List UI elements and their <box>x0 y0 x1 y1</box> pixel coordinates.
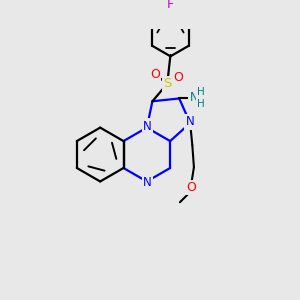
Text: F: F <box>167 0 174 11</box>
Text: N: N <box>186 115 194 128</box>
Text: H: H <box>197 87 205 97</box>
Text: O: O <box>150 68 160 81</box>
Text: N: N <box>190 91 198 103</box>
Text: N: N <box>143 176 152 189</box>
Text: S: S <box>163 77 171 90</box>
Text: O: O <box>174 71 184 84</box>
Text: H: H <box>197 99 205 109</box>
Text: N: N <box>143 120 152 133</box>
Text: O: O <box>186 181 196 194</box>
